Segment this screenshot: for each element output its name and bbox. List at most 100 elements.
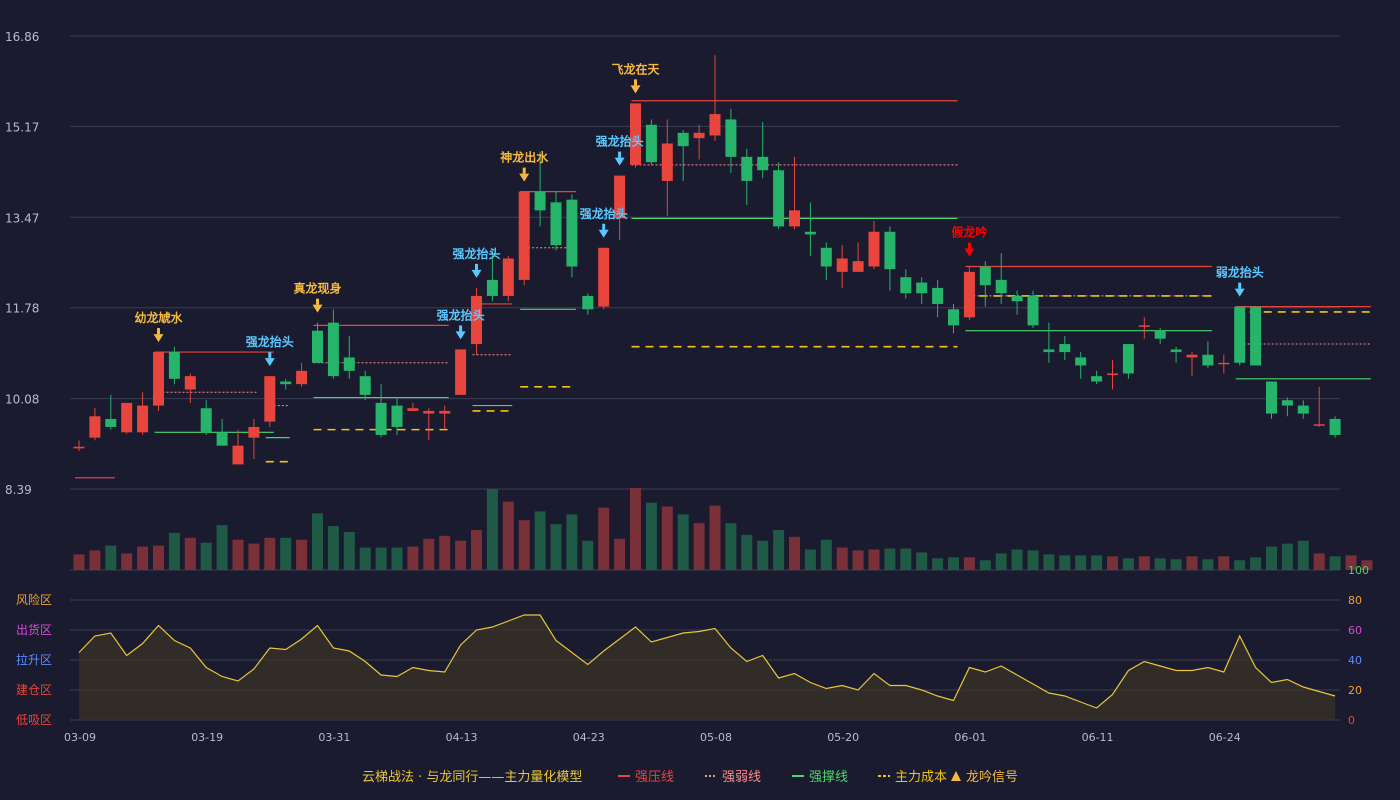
volume-bar <box>932 558 944 570</box>
volume-bar <box>630 488 641 570</box>
volume-bar <box>725 523 737 570</box>
signal-label: 真龙现身 <box>293 281 341 296</box>
candle-body <box>1297 405 1309 414</box>
legend-cost: 主力成本 <box>895 770 947 785</box>
date-tick-label: 03-09 <box>64 731 96 744</box>
signal-arrow-icon <box>964 248 975 257</box>
volume-bar <box>709 505 721 570</box>
candle-body <box>391 405 403 427</box>
candle-body <box>471 295 482 345</box>
signal-label: 强龙抬头 <box>580 206 628 221</box>
candle-body <box>137 405 149 433</box>
volume-bar <box>900 548 912 570</box>
candle-body <box>312 330 323 363</box>
grid <box>70 35 1340 571</box>
osc-tick-label: 20 <box>1348 684 1362 697</box>
volume-bars <box>73 488 1373 570</box>
candle-body <box>709 114 721 136</box>
price-tick-label: 8.39 <box>5 483 32 497</box>
osc-zone-label: 出货区 <box>16 622 52 637</box>
candle-body <box>916 282 928 294</box>
candle-body <box>518 191 530 280</box>
candle-body <box>948 309 959 326</box>
date-tick-label: 06-24 <box>1209 731 1241 744</box>
volume-bar <box>1027 550 1039 570</box>
candle-body <box>884 231 896 270</box>
candle-body <box>995 279 1007 294</box>
candle-body <box>232 445 244 465</box>
candle-body <box>486 279 498 296</box>
signal-arrow-stem <box>475 263 478 270</box>
date-tick-label: 05-20 <box>827 731 859 744</box>
volume-bar <box>1297 540 1309 570</box>
signal-label: 假龙吟 <box>951 225 987 240</box>
osc-zone-label: 拉升区 <box>16 652 52 667</box>
volume-bar <box>1361 560 1373 570</box>
candle-body <box>280 381 292 385</box>
candle-body <box>423 410 435 414</box>
candle-body <box>900 277 912 294</box>
candle-body <box>1186 354 1198 358</box>
legend-signal-triangle-icon <box>951 771 961 781</box>
volume-bar <box>1011 549 1023 570</box>
candle-body <box>677 132 689 147</box>
candle-body <box>852 261 864 272</box>
osc-zone-label: 建仓区 <box>16 683 52 697</box>
volume-bar <box>598 507 610 570</box>
signal-arrow-icon <box>519 173 530 182</box>
volume-bar <box>1313 553 1325 570</box>
candle-body <box>502 258 514 296</box>
volume-bar <box>1281 543 1293 570</box>
candle-body <box>804 231 816 235</box>
candle-body <box>1266 381 1277 414</box>
legend-title: 云梯战法 · 与龙同行——主力量化模型 <box>362 770 582 785</box>
candle-body <box>566 199 578 267</box>
volume-bar <box>1138 556 1150 570</box>
osc-zone-label: 风险区 <box>16 592 52 607</box>
candle-body <box>979 266 991 286</box>
volume-bar <box>1091 555 1103 570</box>
signal-arrow-icon <box>312 304 323 313</box>
x-axis: 03-09 03-19 03-31 04-13 04-23 05-08 05-20 06-01… <box>64 731 1241 744</box>
candle-body <box>598 247 610 307</box>
volume-bar <box>423 538 435 570</box>
date-tick-label: 06-11 <box>1082 731 1114 744</box>
volume-bar <box>820 539 832 570</box>
volume-bar <box>73 554 85 570</box>
candle-body <box>645 124 657 163</box>
candle-body <box>550 202 562 246</box>
candle-body <box>264 376 276 422</box>
signal-arrow-stem <box>316 298 319 305</box>
signal-arrow-stem <box>157 328 160 335</box>
volume-bar <box>916 552 928 570</box>
volume-bar <box>105 545 117 570</box>
volume-bar <box>1329 556 1341 570</box>
y-axis: 16.86 15.17 13.47 11.78 10.08 8.39 <box>5 30 39 497</box>
volume-bar <box>89 550 101 570</box>
candle-body <box>184 376 196 390</box>
volume-bar <box>121 553 133 570</box>
candle-body <box>820 247 832 267</box>
signal-arrow-icon <box>264 358 275 367</box>
candle-body <box>407 408 419 411</box>
candle-body <box>1027 295 1039 326</box>
volume-bar <box>407 546 419 570</box>
volume-bar <box>1266 546 1277 570</box>
signal-arrow-icon <box>598 229 609 238</box>
volume-bar <box>534 511 546 570</box>
candle-body <box>1107 373 1118 375</box>
volume-bar <box>884 548 896 570</box>
volume-bar <box>1170 559 1182 570</box>
volume-bar <box>566 514 578 570</box>
candle-body <box>1281 400 1293 406</box>
volume-bar <box>502 501 514 570</box>
candle-body <box>1138 325 1150 327</box>
signal-arrow-icon <box>455 331 466 340</box>
volume-bar <box>312 513 323 570</box>
signal-label: 强龙抬头 <box>452 246 500 261</box>
candle-body <box>153 352 164 406</box>
signal-arrow-stem <box>967 242 971 249</box>
osc-tick-label: 0 <box>1348 714 1355 727</box>
date-tick-label: 06-01 <box>954 731 986 744</box>
